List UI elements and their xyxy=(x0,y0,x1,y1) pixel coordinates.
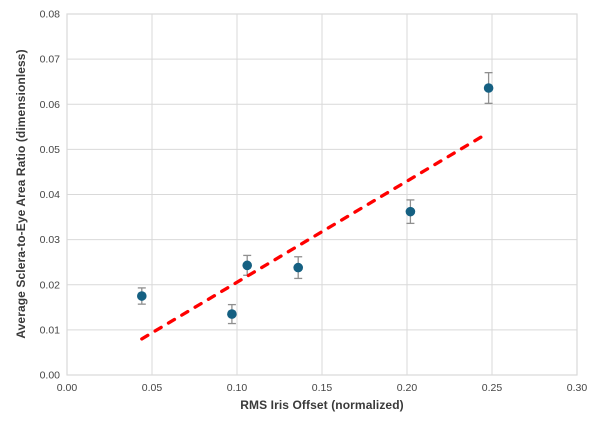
data-point xyxy=(227,309,237,319)
y-tick-label: 0.06 xyxy=(40,99,61,111)
data-point xyxy=(405,206,416,217)
y-tick-label: 0.04 xyxy=(40,189,61,201)
y-tick-label: 0.03 xyxy=(40,234,61,246)
y-axis-title: Average Sclera-to-Eye Area Ratio (dimens… xyxy=(14,49,28,339)
x-tick-label: 0.15 xyxy=(312,382,333,394)
y-tick-label: 0.07 xyxy=(40,54,61,66)
data-point xyxy=(242,260,252,271)
x-tick-label: 0.00 xyxy=(57,382,78,394)
x-tick-label: 0.05 xyxy=(142,382,163,394)
x-axis-title: RMS Iris Offset (normalized) xyxy=(240,398,404,412)
data-point xyxy=(137,291,147,301)
y-tick-label: 0.05 xyxy=(40,144,61,156)
y-tick-label: 0.02 xyxy=(40,279,61,291)
x-tick-label: 0.30 xyxy=(567,382,588,394)
data-point xyxy=(293,262,304,273)
x-tick-label: 0.20 xyxy=(397,382,418,394)
y-tick-label: 0.00 xyxy=(40,370,61,382)
x-tick-label: 0.25 xyxy=(482,382,503,394)
y-tick-label: 0.01 xyxy=(40,324,61,336)
data-point xyxy=(483,83,494,93)
x-tick-label: 0.10 xyxy=(227,382,248,394)
trend-line xyxy=(140,131,489,341)
y-tick-label: 0.08 xyxy=(40,9,61,21)
plot-area-border xyxy=(66,13,578,376)
